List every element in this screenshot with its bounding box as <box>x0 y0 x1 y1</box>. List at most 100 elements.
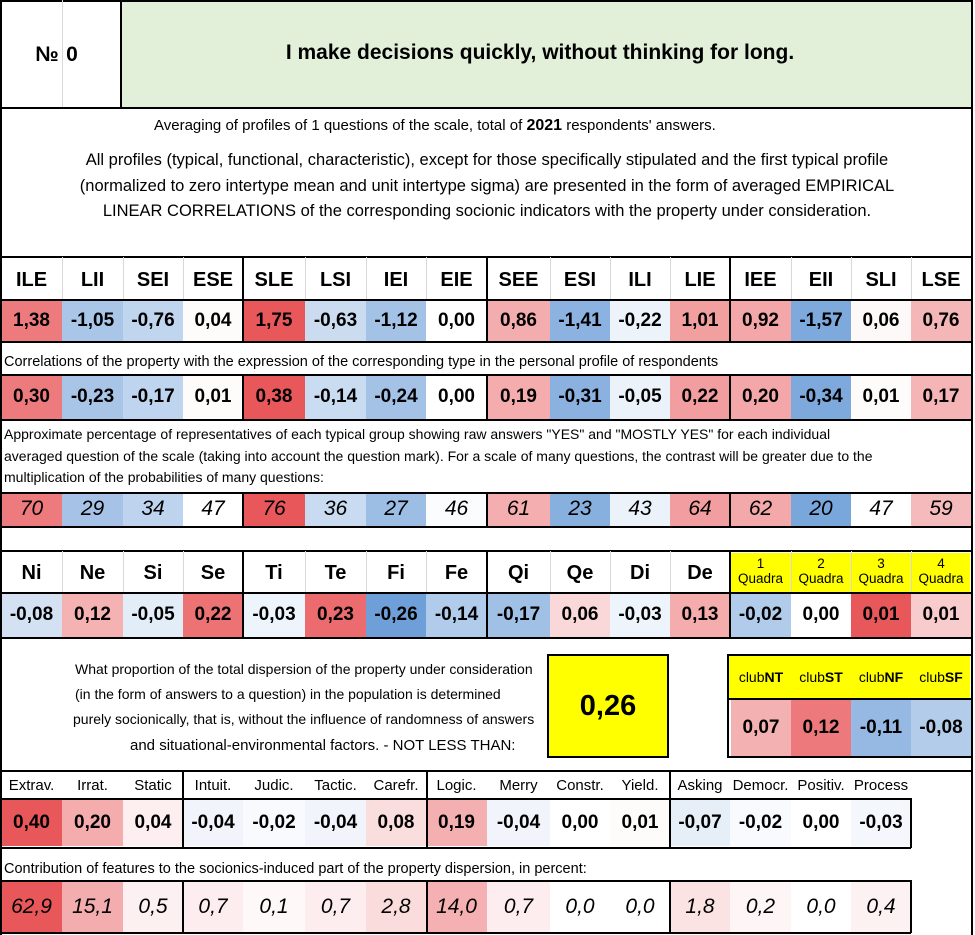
feature-label: Static <box>134 776 172 794</box>
function-value-cell: 0,12 <box>62 593 123 637</box>
type-corr-cell: 0,22 <box>670 375 730 419</box>
grid-line <box>547 654 549 758</box>
type-pct-cell: 27 <box>366 492 426 526</box>
feature-label: Irrat. <box>77 776 108 794</box>
respondents-count: 2021 <box>526 117 563 134</box>
grid-line <box>911 257 912 299</box>
grid-line <box>183 551 184 592</box>
function-label: Ne <box>79 561 106 584</box>
grid-line <box>910 798 912 848</box>
intro-para-line2: (normalized to zero intertype mean and u… <box>79 176 895 195</box>
type-corr-cell: -0,31 <box>550 375 610 419</box>
type-corr-cell: -0,34 <box>791 375 851 419</box>
type-profile-cell: -1,41 <box>550 300 610 341</box>
grid-line <box>729 374 731 420</box>
question-title: I make decisions quickly, without thinki… <box>285 41 795 64</box>
type-pct-cell: 76 <box>243 492 305 526</box>
grid-line <box>910 880 912 933</box>
number-label: № <box>35 43 59 66</box>
type-pct-cell: 20 <box>791 492 851 526</box>
averaging-line: Averaging of profiles of 1 questions of … <box>154 115 716 136</box>
grid-line <box>729 551 731 638</box>
club-suffix: ST <box>824 669 843 685</box>
feature-value-cell: -0,02 <box>730 800 791 846</box>
grid-line <box>727 698 973 700</box>
type-label: LIE <box>684 268 716 291</box>
grid-line <box>426 257 427 299</box>
grid-line <box>669 771 671 848</box>
club-label: club NF <box>851 662 911 692</box>
quadra-word: Quadra <box>737 571 784 586</box>
averaging-suffix: respondents' answers. <box>562 117 716 134</box>
feature-value-cell: -0,03 <box>851 800 911 846</box>
type-label: ILI <box>628 268 652 291</box>
grid-line <box>729 257 731 342</box>
grid-line <box>62 0 63 107</box>
function-label: Se <box>200 561 226 584</box>
type-label: ESE <box>192 268 234 291</box>
feature-label: Democr. <box>732 776 789 794</box>
feature-value-cell: 0,01 <box>610 800 670 846</box>
grid-line <box>183 257 184 299</box>
feature-value-cell: 0,04 <box>123 800 183 846</box>
club-suffix: NF <box>884 669 904 685</box>
intro-para-line1: All profiles (typical, functional, chara… <box>85 150 889 169</box>
quadra-value-cell: 0,00 <box>791 593 851 637</box>
pct-caption-line2: averaged question of the scale (taking i… <box>4 448 873 464</box>
type-label: SEE <box>498 268 539 291</box>
header-question-bg <box>122 1 971 107</box>
grid-line <box>610 257 611 299</box>
feature-contrib-cell: 0,1 <box>243 882 305 932</box>
dispersion-line4: and situational-environmental factors. -… <box>130 737 516 754</box>
grid-line <box>120 0 122 108</box>
type-pct-cell: 46 <box>426 492 487 526</box>
type-pct-cell: 47 <box>183 492 243 526</box>
type-profile-cell: -0,63 <box>305 300 366 341</box>
function-label: Ni <box>21 561 42 584</box>
type-profile-cell: 0,04 <box>183 300 243 341</box>
feature-label: Merry <box>499 776 538 794</box>
feature-value-cell: 0,19 <box>426 800 487 846</box>
function-label: Te <box>324 561 347 584</box>
quadra-number: 1 <box>756 556 765 571</box>
grid-line <box>486 374 488 420</box>
grid-line <box>242 374 244 420</box>
pct-caption-line1: Approximate percentage of representative… <box>4 426 831 442</box>
grid-line <box>547 654 669 656</box>
grid-line <box>610 551 611 592</box>
quadra-word: Quadra <box>918 571 964 586</box>
type-pct-cell: 34 <box>123 492 183 526</box>
type-label: ILE <box>15 268 48 291</box>
type-corr-cell: 0,01 <box>851 375 911 419</box>
feature-contrib-cell: 0,7 <box>305 882 366 932</box>
type-pct-cell: 62 <box>730 492 791 526</box>
grid-line <box>182 880 184 933</box>
club-label: club SF <box>911 662 971 692</box>
feature-label: Constr. <box>556 776 604 794</box>
grid-line <box>486 551 488 638</box>
type-corr-cell: -0,23 <box>62 375 123 419</box>
grid-line <box>366 551 367 592</box>
type-pct-cell: 59 <box>911 492 971 526</box>
feature-contrib-cell: 62,9 <box>1 882 62 932</box>
quadra-value-cell: 0,01 <box>851 593 911 637</box>
feature-label: Process <box>853 776 909 794</box>
quadra-label: 2 Quadra <box>791 556 851 590</box>
feature-label: Intuit. <box>194 776 232 794</box>
grid-line <box>426 771 428 848</box>
corr-caption: Correlations of the property with the ex… <box>4 354 719 370</box>
dispersion-line1: What proportion of the total dispersion … <box>75 661 533 677</box>
grid-line <box>550 257 551 299</box>
grid-line <box>670 551 671 592</box>
feature-contrib-cell: 0,0 <box>791 882 851 932</box>
grid-line <box>727 654 973 656</box>
grid-line <box>242 492 244 527</box>
grid-line <box>0 637 973 639</box>
quadra-word: Quadra <box>798 571 844 586</box>
feature-label: Tactic. <box>314 776 357 794</box>
type-corr-cell: 0,01 <box>183 375 243 419</box>
grid-line <box>123 257 124 299</box>
function-label: Si <box>143 561 163 584</box>
intro-para-line3: LINEAR CORRELATIONS of the corresponding… <box>102 201 872 220</box>
function-value-cell: -0,14 <box>426 593 487 637</box>
